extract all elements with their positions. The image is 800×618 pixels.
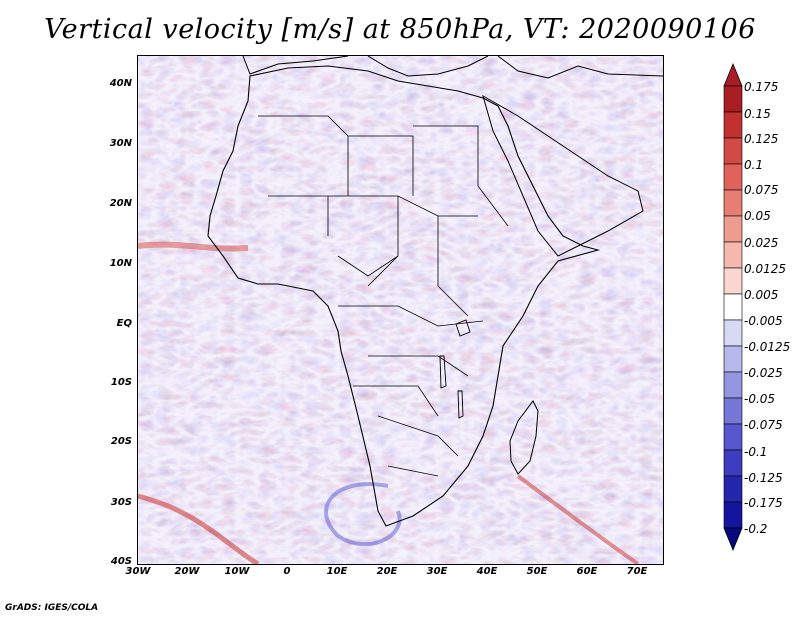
colorbar-swatch bbox=[723, 267, 743, 295]
colorbar-swatch bbox=[723, 111, 743, 139]
colorbar-swatch bbox=[723, 215, 743, 243]
colorbar-swatch bbox=[723, 241, 743, 269]
colorbar-label: 0.125 bbox=[744, 132, 779, 146]
velocity-map bbox=[137, 55, 664, 565]
lon-label-30w: 30W bbox=[125, 566, 151, 577]
colorbar-swatch bbox=[723, 85, 743, 113]
colorbar-swatch bbox=[723, 319, 743, 347]
lon-label-40e: 40E bbox=[476, 566, 498, 577]
lat-label-10s: 10S bbox=[110, 377, 132, 388]
southeast-front-band bbox=[516, 474, 640, 564]
colorbar-swatch bbox=[723, 423, 743, 451]
velocity-field-svg bbox=[138, 56, 663, 564]
lat-label-20s: 20S bbox=[110, 436, 132, 447]
itcz-band bbox=[138, 241, 249, 252]
lat-label-30s: 30S bbox=[110, 497, 132, 508]
colorbar-label: -0.05 bbox=[744, 392, 776, 406]
colorbar-swatch bbox=[723, 449, 743, 477]
southern-swirl bbox=[324, 482, 402, 547]
colorbar-swatch bbox=[723, 371, 743, 399]
lon-label-20e: 20E bbox=[376, 566, 398, 577]
lon-label-30e: 30E bbox=[426, 566, 448, 577]
lat-label-40s: 40S bbox=[110, 556, 132, 567]
colorbar-label: -0.025 bbox=[744, 366, 783, 380]
europe-coastline bbox=[242, 56, 663, 79]
colorbar-label: -0.125 bbox=[744, 471, 783, 485]
colorbar-swatch bbox=[723, 163, 743, 191]
lat-label-eq: EQ bbox=[116, 318, 132, 329]
lon-label-20w: 20W bbox=[174, 566, 200, 577]
lon-label-10w: 10W bbox=[224, 566, 250, 577]
lon-label-50e: 50E bbox=[526, 566, 548, 577]
lon-label-70e: 70E bbox=[626, 566, 648, 577]
colorbar-swatch bbox=[723, 137, 743, 165]
colorbar-min-arrow bbox=[723, 527, 743, 552]
colorbar-label: 0.075 bbox=[744, 183, 779, 197]
colorbar-swatch bbox=[723, 501, 743, 529]
colorbar-label: 0.005 bbox=[744, 288, 779, 302]
arabia-outline bbox=[482, 94, 644, 257]
africa-coastline bbox=[207, 65, 601, 527]
colorbar: 0.175 0.15 0.125 0.1 0.075 0.05 0.025 0.… bbox=[722, 62, 800, 562]
colorbar-swatch bbox=[723, 189, 743, 217]
lake-victoria bbox=[455, 319, 471, 337]
lat-label-40n: 40N bbox=[109, 78, 132, 89]
colorbar-label: 0.175 bbox=[744, 80, 779, 94]
colorbar-swatch bbox=[723, 345, 743, 373]
lake-malawi bbox=[457, 390, 464, 419]
colorbar-swatch bbox=[723, 293, 743, 321]
madagascar-outline bbox=[509, 400, 539, 475]
colorbar-label: -0.075 bbox=[744, 418, 783, 432]
colorbar-label: -0.005 bbox=[744, 314, 783, 328]
colorbar-label: 0.05 bbox=[744, 209, 771, 223]
field-texture bbox=[138, 56, 663, 564]
lon-label-10e: 10E bbox=[326, 566, 348, 577]
colorbar-label: -0.2 bbox=[744, 522, 768, 536]
colorbar-label: -0.1 bbox=[744, 445, 768, 459]
colorbar-label: 0.0125 bbox=[744, 262, 786, 276]
colorbar-swatch bbox=[723, 397, 743, 425]
lat-label-10n: 10N bbox=[109, 258, 132, 269]
colorbar-swatches bbox=[723, 62, 743, 552]
colorbar-label: -0.0125 bbox=[744, 340, 791, 354]
colorbar-swatch bbox=[723, 475, 743, 503]
southwest-front-band bbox=[138, 493, 260, 564]
colorbar-max-arrow bbox=[723, 62, 743, 87]
grads-credit: GrADS: IGES/COLA bbox=[5, 603, 99, 613]
map-title: Vertical velocity [m/s] at 850hPa, VT: 2… bbox=[44, 14, 756, 45]
lat-label-30n: 30N bbox=[109, 138, 132, 149]
lat-label-20n: 20N bbox=[109, 198, 132, 209]
colorbar-label: 0.1 bbox=[744, 158, 764, 172]
colorbar-label: 0.025 bbox=[744, 236, 779, 250]
country-borders bbox=[258, 115, 509, 477]
lon-label-60e: 60E bbox=[576, 566, 598, 577]
colorbar-label: 0.15 bbox=[744, 107, 771, 121]
lon-label-0: 0 bbox=[283, 566, 291, 577]
lake-tanganyika bbox=[439, 355, 447, 389]
colorbar-label: -0.175 bbox=[744, 496, 783, 510]
